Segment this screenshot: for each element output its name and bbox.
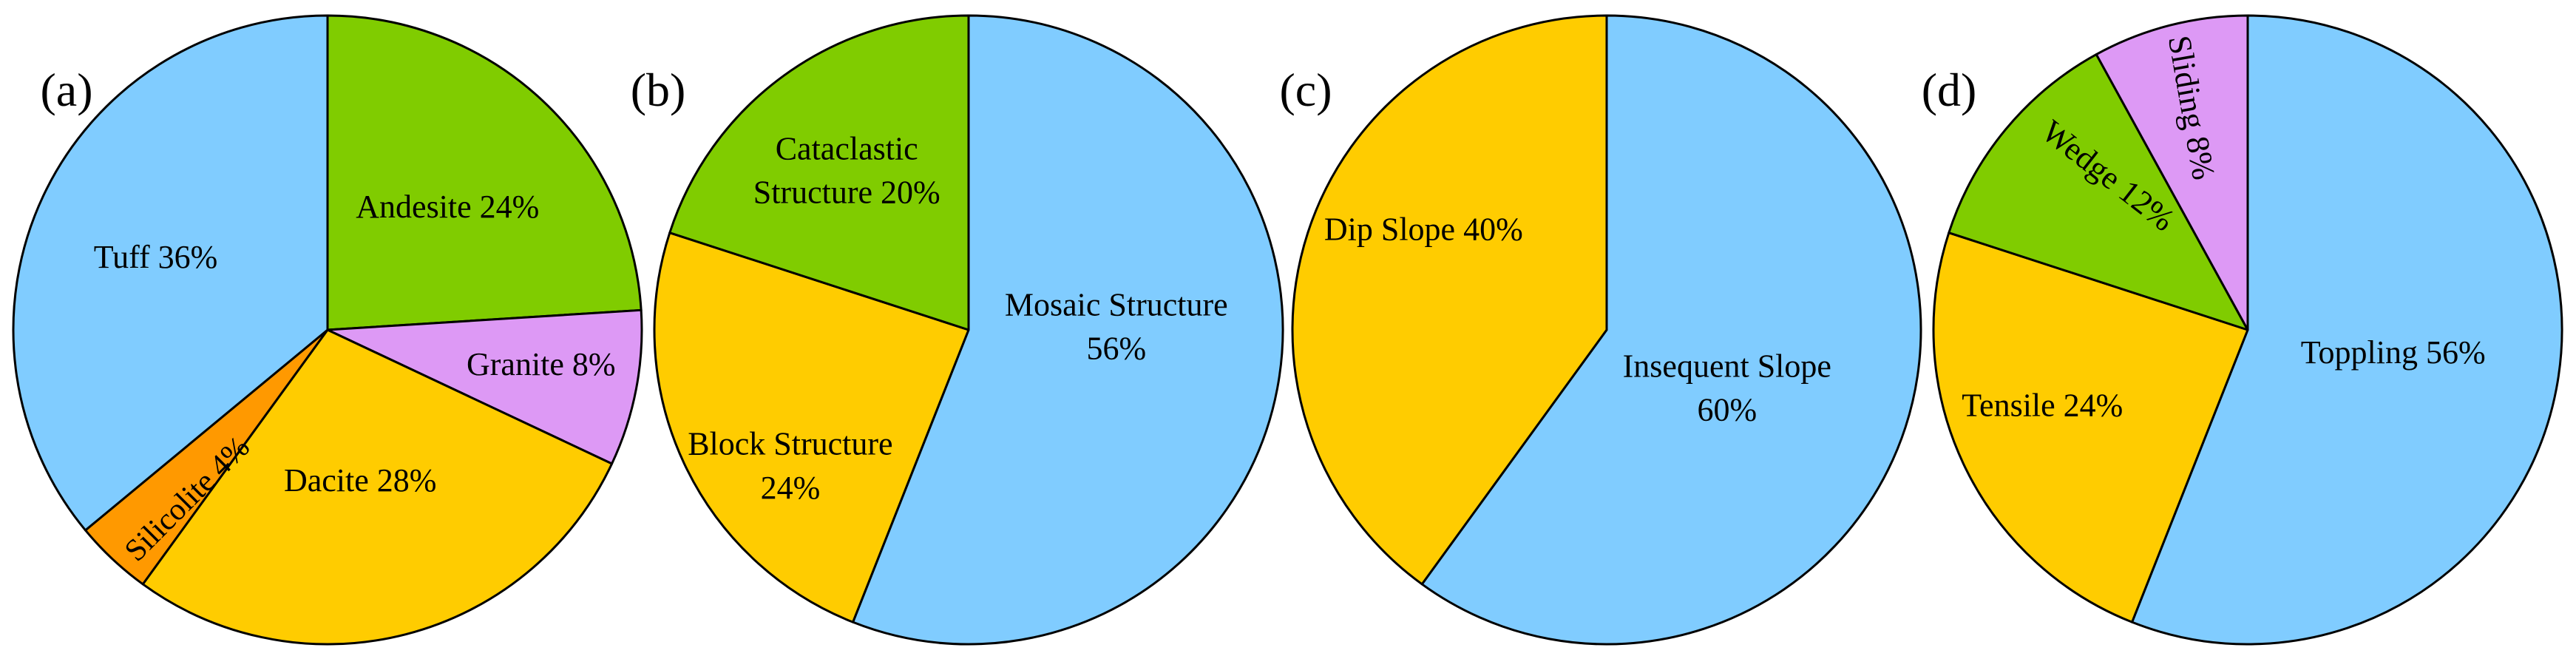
pie-slice: [12, 14, 329, 532]
pie-slice: [326, 308, 643, 465]
panel-label: (a): [40, 64, 92, 116]
panel-label: (c): [1279, 64, 1332, 116]
pie-slice: [2095, 14, 2249, 331]
slice-label: Dacite 28%: [284, 462, 436, 499]
slice-label: Granite 8%: [467, 346, 616, 382]
slice-label: Dip Slope 40%: [1324, 211, 1523, 247]
slice-label: Mosaic Structure 56%: [1005, 286, 1228, 366]
pie-panel-d: Toppling 56%Tensile 24%Wedge 12%Sliding …: [1922, 14, 2563, 646]
pie-slice: [852, 14, 1284, 646]
pie-slice: [141, 328, 614, 646]
pie-panel-b: Mosaic Structure 56% Block Structure 24% Cat…: [631, 14, 1284, 646]
slice-label: Andesite 24%: [356, 189, 539, 225]
slice-label: Tensile 24%: [1962, 388, 2123, 424]
pie-slice: [1932, 232, 2249, 623]
slice-label: Toppling 56%: [2301, 334, 2486, 371]
panel-label: (b): [631, 64, 686, 116]
slice-label: Cataclastic Structure 20%: [753, 130, 940, 210]
pie-panel-a: Andesite 24%Granite 8%Dacite 28%Silicoli…: [12, 14, 643, 646]
pie-slice: [1420, 14, 1922, 646]
panel-label: (d): [1922, 64, 1977, 116]
slice-label: Insequent Slope 60%: [1623, 348, 1831, 427]
slice-label: Block Structure 24%: [688, 426, 892, 506]
pie-slice: [1291, 14, 1608, 586]
pie-panel-c: Insequent Slope 60% Dip Slope 40% (c): [1279, 14, 1922, 646]
pie-slice: [2131, 14, 2563, 646]
pie-slice: [668, 14, 970, 331]
pie-slice: [326, 14, 643, 331]
pie-slice: [653, 232, 970, 623]
pie-slice: [1948, 53, 2249, 331]
slice-label: Tuff 36%: [94, 239, 218, 275]
